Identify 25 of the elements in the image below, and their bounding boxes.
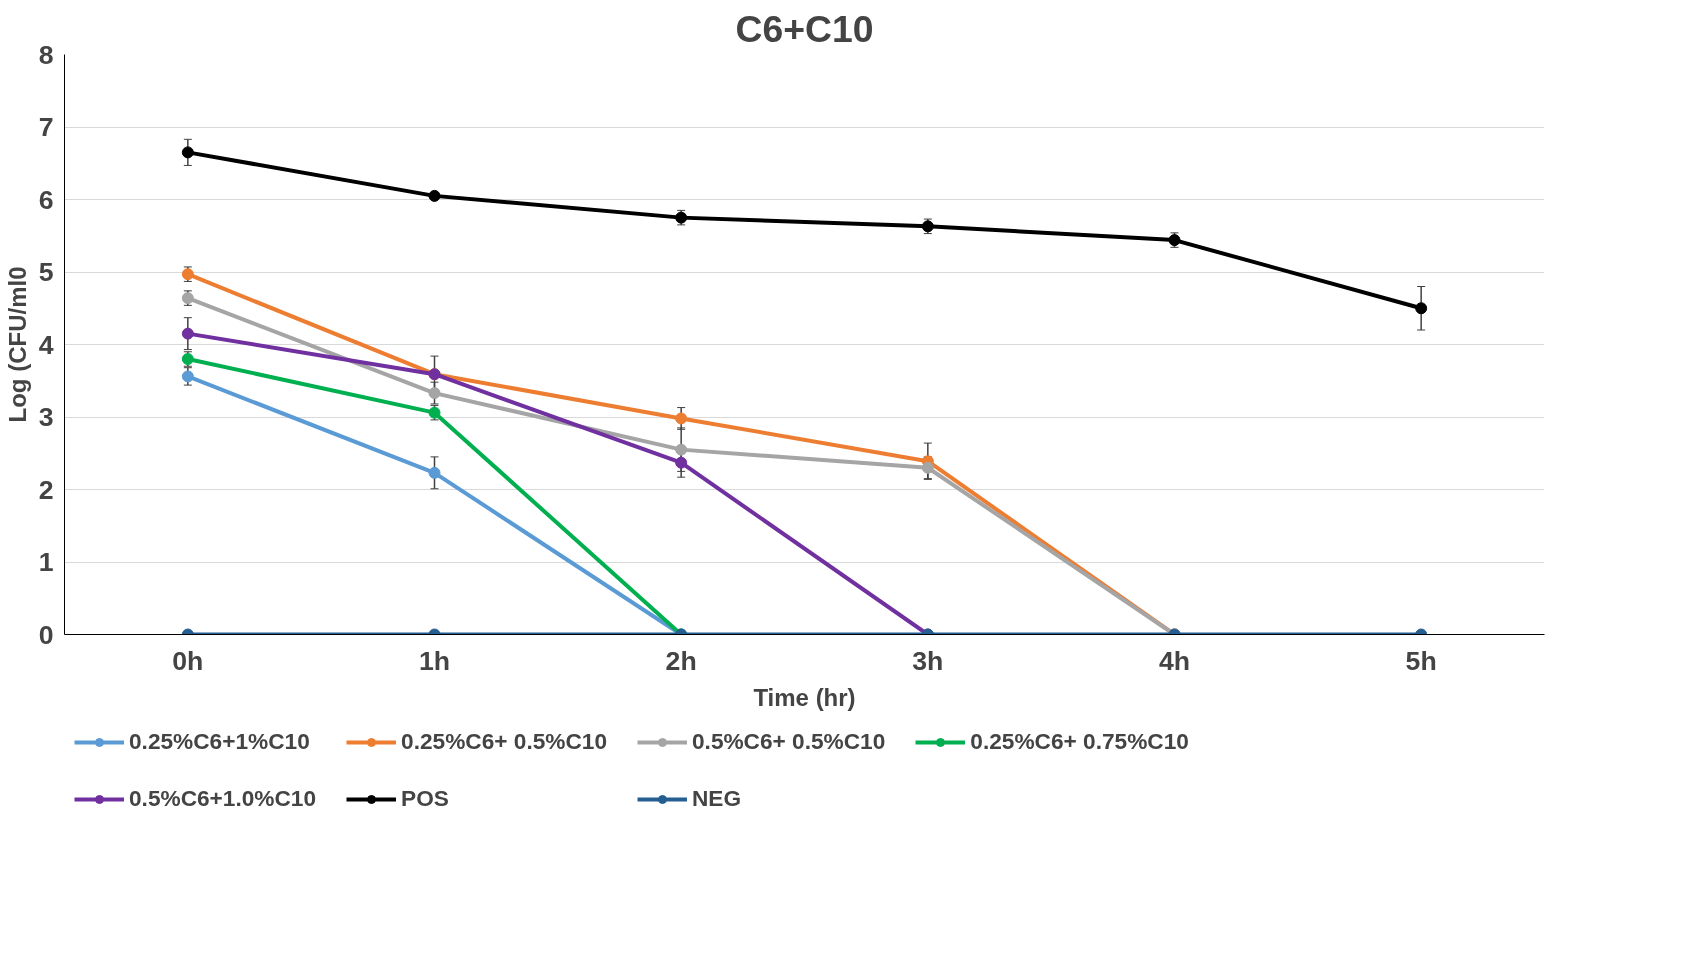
y-tick-label: 7 (38, 112, 54, 142)
x-axis-title: Time (hr) (753, 683, 856, 711)
legend-label: NEG (691, 785, 742, 812)
legend-label: 0.5%C6+ 0.5%C10 (691, 728, 886, 755)
y-tick-label: 1 (38, 547, 54, 577)
x-tick-label: 1h (418, 645, 451, 676)
chart-title: C6+C10 (735, 7, 874, 50)
y-axis-title: Log (CFU/ml0 (3, 266, 31, 423)
y-tick-label: 0 (38, 619, 54, 650)
x-tick-label: 4h (1158, 645, 1191, 676)
x-tick-label: 3h (912, 645, 944, 676)
legend-label: 0.5%C6+1.0%C10 (129, 785, 317, 812)
y-tick-label: 5 (38, 257, 54, 287)
y-tick-label: 3 (38, 402, 54, 432)
legend-label: 0.25%C6+1%C10 (129, 728, 310, 755)
y-tick-label: 4 (38, 329, 54, 360)
y-tick-label: 6 (38, 184, 54, 215)
x-tick-label: 0h (172, 645, 204, 676)
y-tick-label: 2 (38, 474, 54, 505)
y-tick-label: 8 (38, 39, 54, 70)
x-tick-label: 2h (665, 645, 697, 676)
legend-label: 0.25%C6+ 0.5%C10 (401, 728, 607, 755)
x-tick-label: 5h (1405, 645, 1437, 676)
legend-label: 0.25%C6+ 0.75%C10 (970, 728, 1189, 755)
legend-label: POS (401, 785, 449, 812)
